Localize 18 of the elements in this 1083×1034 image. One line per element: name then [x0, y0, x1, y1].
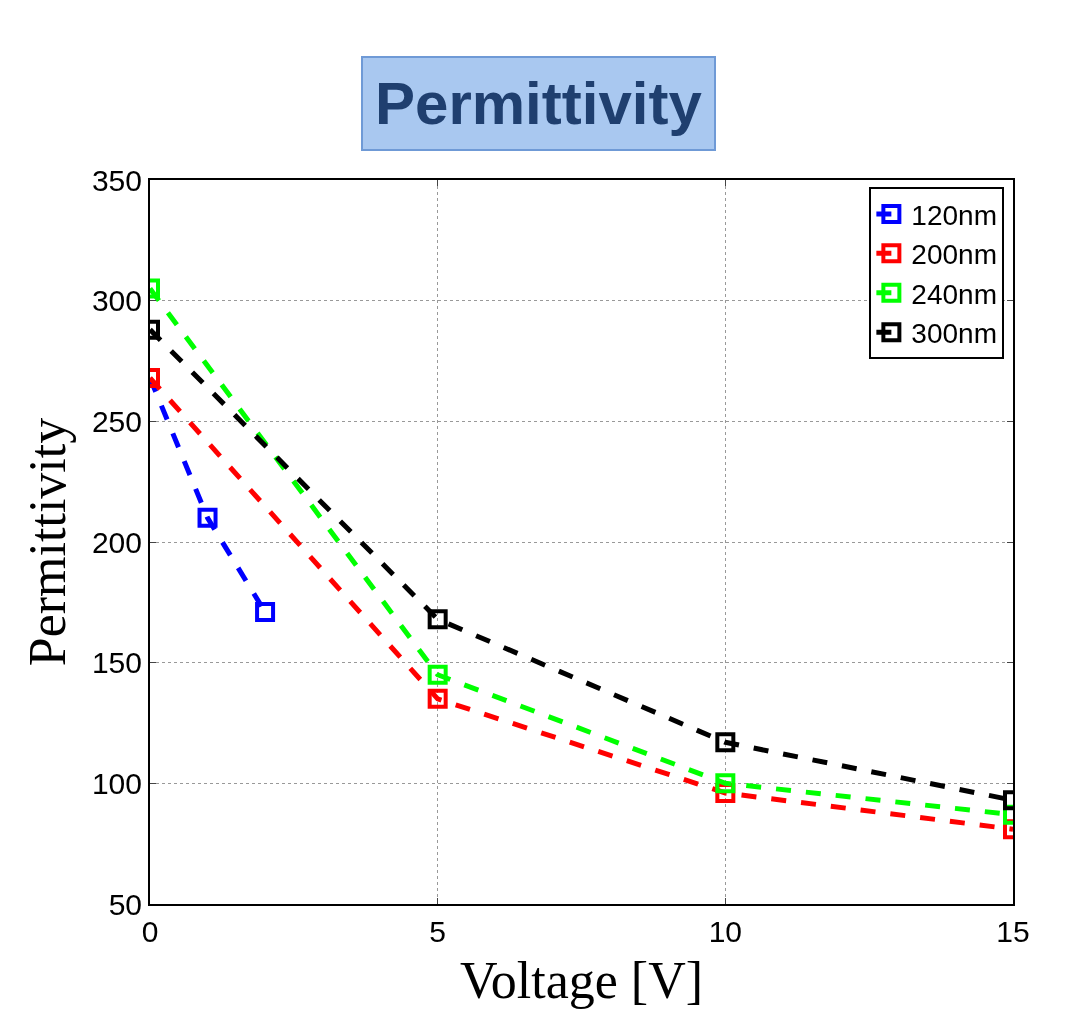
y-tick-label: 200 — [91, 525, 142, 559]
x-tick-label: 5 — [429, 915, 447, 948]
x-axis-title: Voltage [V] — [459, 952, 704, 1010]
x-tick-label: 0 — [141, 915, 159, 948]
y-tick-label: 50 — [108, 887, 142, 921]
y-tick-label: 150 — [91, 646, 142, 680]
y-tick-label: 250 — [91, 404, 142, 438]
legend-label: 240nm — [911, 278, 997, 310]
legend-label: 120nm — [911, 199, 997, 231]
x-tick-label: 15 — [996, 915, 1030, 948]
y-tick-label: 100 — [91, 766, 142, 800]
x-tick-label: 10 — [708, 915, 743, 948]
legend-label: 300nm — [911, 318, 997, 350]
y-axis-title: Permittivity — [18, 417, 76, 667]
y-tick-label: 350 — [91, 163, 142, 197]
y-tick-label: 300 — [91, 284, 142, 318]
chart-title: Permittivity — [375, 70, 703, 137]
legend-label: 200nm — [911, 239, 997, 271]
